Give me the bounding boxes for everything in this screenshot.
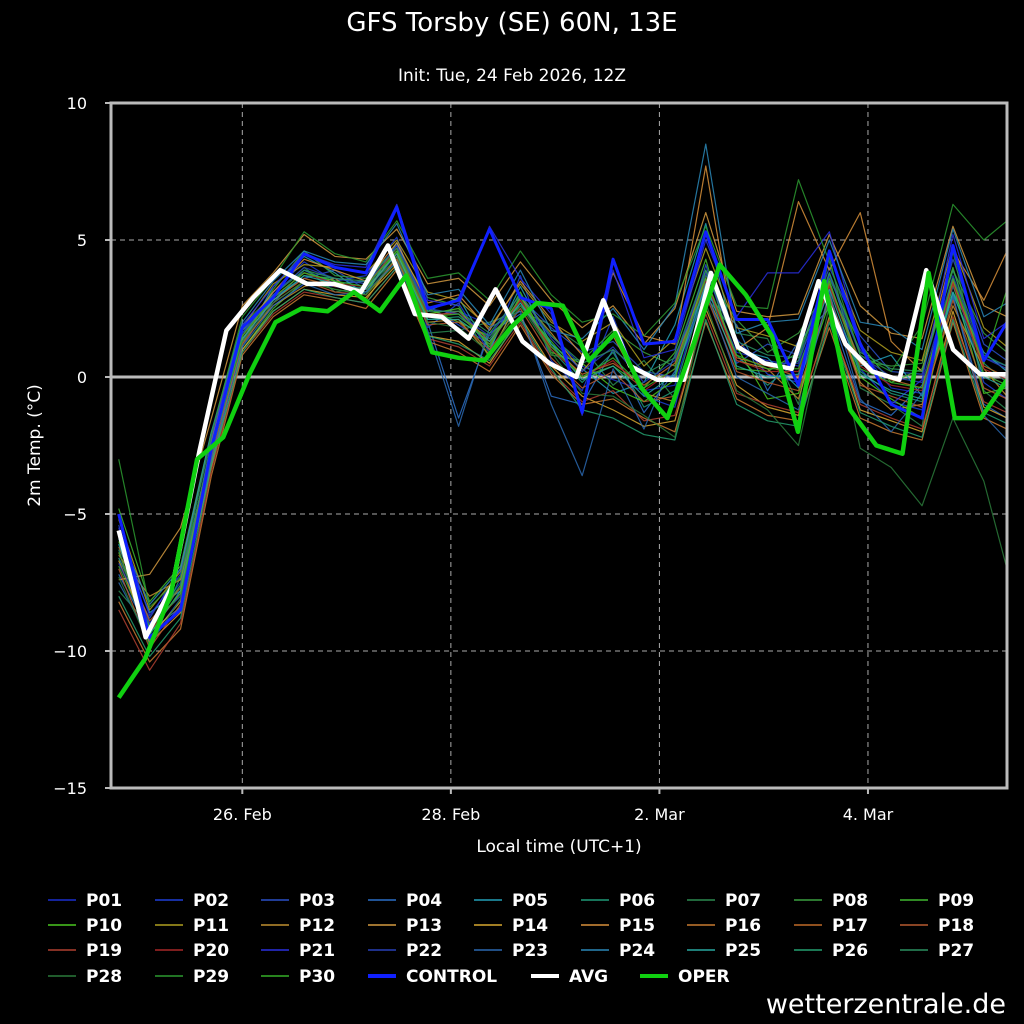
y-tick-label: −15 [53,779,87,798]
legend-label-control: CONTROL [406,967,497,987]
x-tick-label: 2. Mar [634,805,685,824]
legend-label-avg: AVG [569,967,608,987]
legend-label-p06: P06 [619,891,655,911]
y-tick-label: −5 [63,505,87,524]
y-tick-label: 0 [77,368,87,387]
x-axis-label: Local time (UTC+1) [476,837,641,857]
legend-label-p28: P28 [86,967,122,987]
chart-subtitle: Init: Tue, 24 Feb 2026, 12Z [397,66,627,86]
legend-label-p12: P12 [299,916,335,936]
legend-label-p23: P23 [512,941,548,961]
legend-label-p25: P25 [725,941,761,961]
legend-label-p19: P19 [86,941,122,961]
series-line-p29 [118,179,1008,608]
series-line-p19 [118,266,1008,671]
legend-label-p24: P24 [619,941,655,961]
legend-label-p09: P09 [938,891,974,911]
chart-title: GFS Torsby (SE) 60N, 13E [346,8,678,38]
series-line-control [117,205,1009,639]
x-tick-label: 4. Mar [843,805,894,824]
legend-label-p16: P16 [725,916,761,936]
x-tick-label: 28. Feb [421,805,480,824]
legend-label-p26: P26 [832,941,868,961]
legend-label-p03: P03 [299,891,335,911]
series-line-p24 [118,143,1008,606]
series-line-p11 [118,239,1008,611]
series-line-avg [116,243,1007,640]
legend-label-p30: P30 [299,967,335,987]
watermark: wetterzentrale.de [765,989,1006,1020]
legend-label-p20: P20 [193,941,229,961]
legend-label-oper: OPER [678,967,730,987]
y-tick-label: 5 [77,231,87,250]
legend-label-p01: P01 [86,891,122,911]
legend-label-p22: P22 [406,941,442,961]
legend-label-p17: P17 [832,916,868,936]
legend-label-p05: P05 [512,891,548,911]
legend-label-p02: P02 [193,891,229,911]
legend-label-p21: P21 [299,941,335,961]
legend-label-p18: P18 [938,916,974,936]
legend-label-p08: P08 [832,891,868,911]
legend-label-p15: P15 [619,916,655,936]
y-tick-label: −10 [53,642,87,661]
series-line-oper [116,262,1009,699]
legend-label-p10: P10 [86,916,122,936]
legend-label-p29: P29 [193,967,229,987]
y-tick-label: 10 [67,94,87,113]
legend-label-p13: P13 [406,916,442,936]
series-line-p15 [118,165,1008,644]
x-tick-label: 26. Feb [213,805,272,824]
y-axis-label: 2m Temp. (°C) [25,384,45,507]
legend-label-p04: P04 [406,891,442,911]
series-line-p23 [118,261,1008,641]
legend-label-p07: P07 [725,891,761,911]
legend-label-p27: P27 [938,941,974,961]
legend-label-p14: P14 [512,916,548,936]
plot-frame [109,101,1009,790]
series-line-p26 [118,266,1008,658]
legend-label-p11: P11 [193,916,229,936]
